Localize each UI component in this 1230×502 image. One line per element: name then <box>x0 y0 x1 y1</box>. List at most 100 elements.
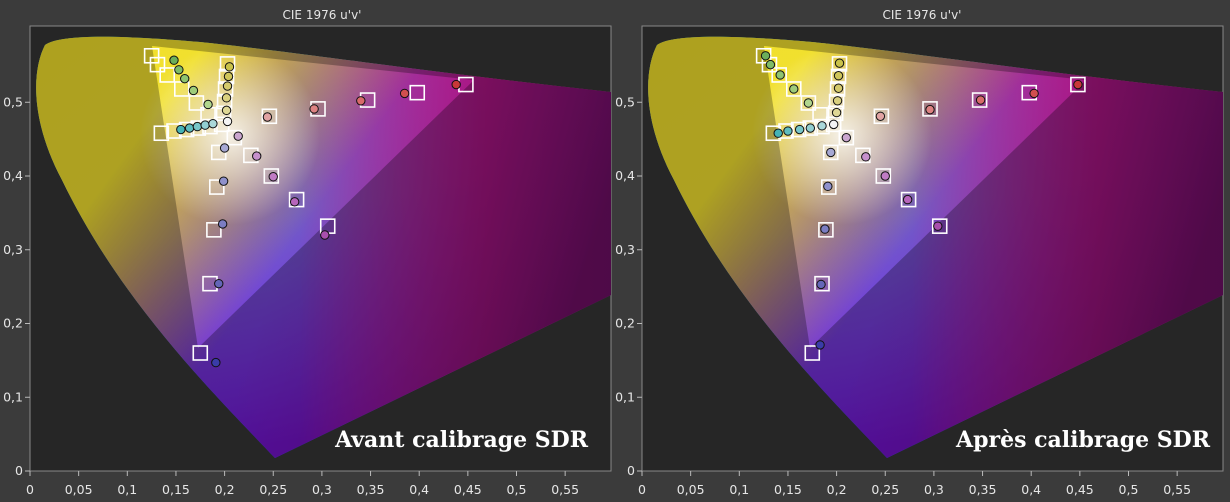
x-tick-label: 0,1 <box>729 482 749 497</box>
x-tick-label: 0,25 <box>259 482 287 497</box>
x-axis-before: 0 0,05 0,1 0,15 0,2 0,25 0,3 0,35 0,4 0,45 0,5 0,55 <box>26 471 579 497</box>
measured-point <box>451 79 461 90</box>
x-tick-label: 0,15 <box>162 482 190 497</box>
measured-point <box>820 224 830 234</box>
measured-point <box>1029 88 1039 99</box>
target-marker <box>825 116 842 133</box>
measured-point <box>815 340 825 350</box>
measured-point <box>975 95 986 105</box>
target-marker <box>814 118 830 135</box>
measured-point <box>875 111 886 121</box>
x-tick-label: 0,45 <box>1066 482 1094 497</box>
measured-point <box>773 128 783 138</box>
target-marker <box>829 81 846 97</box>
measured-point <box>933 221 943 231</box>
panel-title-after: CIE 1976 u'v' <box>883 8 962 22</box>
measured-point <box>221 93 232 103</box>
measured-point <box>831 107 842 118</box>
measured-point <box>200 120 210 130</box>
measured-point <box>223 71 234 82</box>
measured-point <box>832 96 843 106</box>
measured-point <box>833 83 844 93</box>
measured-point <box>828 119 839 130</box>
x-tick-label: 0,2 <box>215 482 235 497</box>
target-marker <box>818 222 834 238</box>
measured-point <box>252 151 262 161</box>
measured-point <box>211 357 221 368</box>
measured-point <box>783 126 793 136</box>
measured-point <box>803 98 814 108</box>
measured-point <box>203 99 213 110</box>
x-axis-after: 0 0,05 0,1 0,15 0,2 0,25 0,3 0,35 0,4 0,45 0,5 0,55 <box>638 471 1191 497</box>
measured-point <box>217 219 228 229</box>
x-tick-label: 0,4 <box>1021 482 1041 497</box>
measured-point <box>233 131 243 141</box>
measured-point <box>208 118 218 129</box>
y-tick-label: 0 <box>627 463 635 478</box>
measured-point <box>176 124 186 135</box>
x-tick-label: 0,05 <box>677 482 705 497</box>
target-marker <box>831 56 848 72</box>
target-marker <box>800 95 817 111</box>
measured-point <box>765 59 776 70</box>
measured-point <box>1073 79 1083 90</box>
target-marker <box>814 275 830 292</box>
measured-points-after <box>760 51 1083 350</box>
measured-point <box>817 121 827 131</box>
target-markers-after <box>755 47 1086 361</box>
measured-point <box>221 105 232 116</box>
measured-point <box>192 121 203 132</box>
measured-point <box>218 176 229 186</box>
measured-point <box>760 51 771 61</box>
measured-point <box>902 194 913 205</box>
x-tick-label: 0,55 <box>551 482 579 497</box>
measured-point <box>833 71 844 81</box>
measured-point <box>823 181 833 192</box>
target-marker <box>263 168 280 184</box>
measured-point <box>289 197 300 207</box>
x-tick-label: 0,35 <box>357 482 385 497</box>
measured-point <box>816 279 826 290</box>
target-marker <box>209 179 225 195</box>
x-tick-label: 0,4 <box>409 482 429 497</box>
y-tick-label: 0,3 <box>615 242 635 257</box>
measured-point <box>356 96 366 106</box>
measured-point <box>861 152 871 162</box>
x-tick-label: 0,2 <box>827 482 847 497</box>
target-marker <box>143 47 160 64</box>
target-marker <box>821 179 837 195</box>
target-marker <box>804 345 821 361</box>
target-marker <box>771 67 787 83</box>
measured-point <box>222 81 233 91</box>
measured-point <box>262 112 273 122</box>
panel-label-after: Après calibrage SDR <box>955 427 1211 453</box>
measured-point <box>805 123 816 133</box>
x-tick-label: 0,55 <box>1163 482 1191 497</box>
target-marker <box>192 345 209 361</box>
measured-point <box>184 123 195 133</box>
target-marker <box>159 67 175 83</box>
y-tick-label: 0 <box>15 463 23 478</box>
y-tick-label: 0,2 <box>3 316 23 331</box>
x-tick-label: 0,05 <box>65 482 93 497</box>
y-tick-label: 0,3 <box>3 242 23 257</box>
x-tick-label: 0 <box>26 482 34 497</box>
y-tick-label: 0,2 <box>615 316 635 331</box>
target-marker <box>206 222 222 238</box>
target-marker <box>153 125 170 142</box>
y-tick-label: 0,5 <box>615 94 635 109</box>
y-tick-label: 0,4 <box>3 168 23 183</box>
measured-point <box>775 70 785 80</box>
target-marker <box>261 108 278 125</box>
target-marker <box>931 218 948 234</box>
target-marker <box>822 144 839 161</box>
target-marker <box>149 56 166 73</box>
target-marker <box>873 108 890 125</box>
x-tick-label: 0 <box>638 482 646 497</box>
measured-point <box>188 85 199 96</box>
target-marker <box>785 81 802 97</box>
target-marker <box>922 101 938 117</box>
measured-point <box>320 230 330 240</box>
measured-point <box>169 55 179 65</box>
measured-point <box>224 62 235 72</box>
